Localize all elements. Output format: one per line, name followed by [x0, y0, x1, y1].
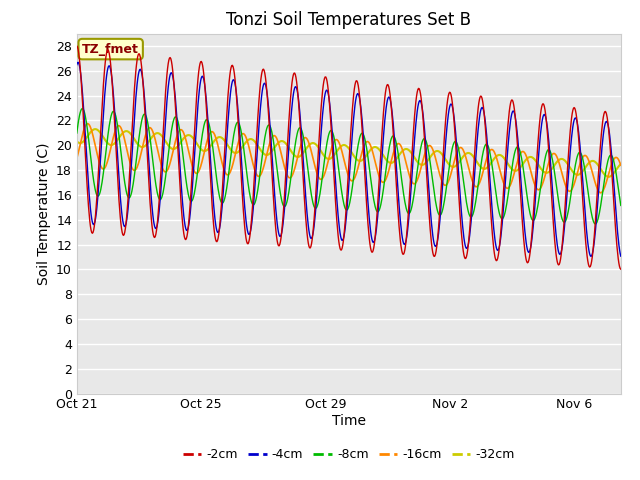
Legend: -2cm, -4cm, -8cm, -16cm, -32cm: -2cm, -4cm, -8cm, -16cm, -32cm — [178, 443, 520, 466]
X-axis label: Time: Time — [332, 414, 366, 428]
Text: TZ_fmet: TZ_fmet — [82, 43, 139, 56]
Y-axis label: Soil Temperature (C): Soil Temperature (C) — [36, 143, 51, 285]
Title: Tonzi Soil Temperatures Set B: Tonzi Soil Temperatures Set B — [227, 11, 471, 29]
